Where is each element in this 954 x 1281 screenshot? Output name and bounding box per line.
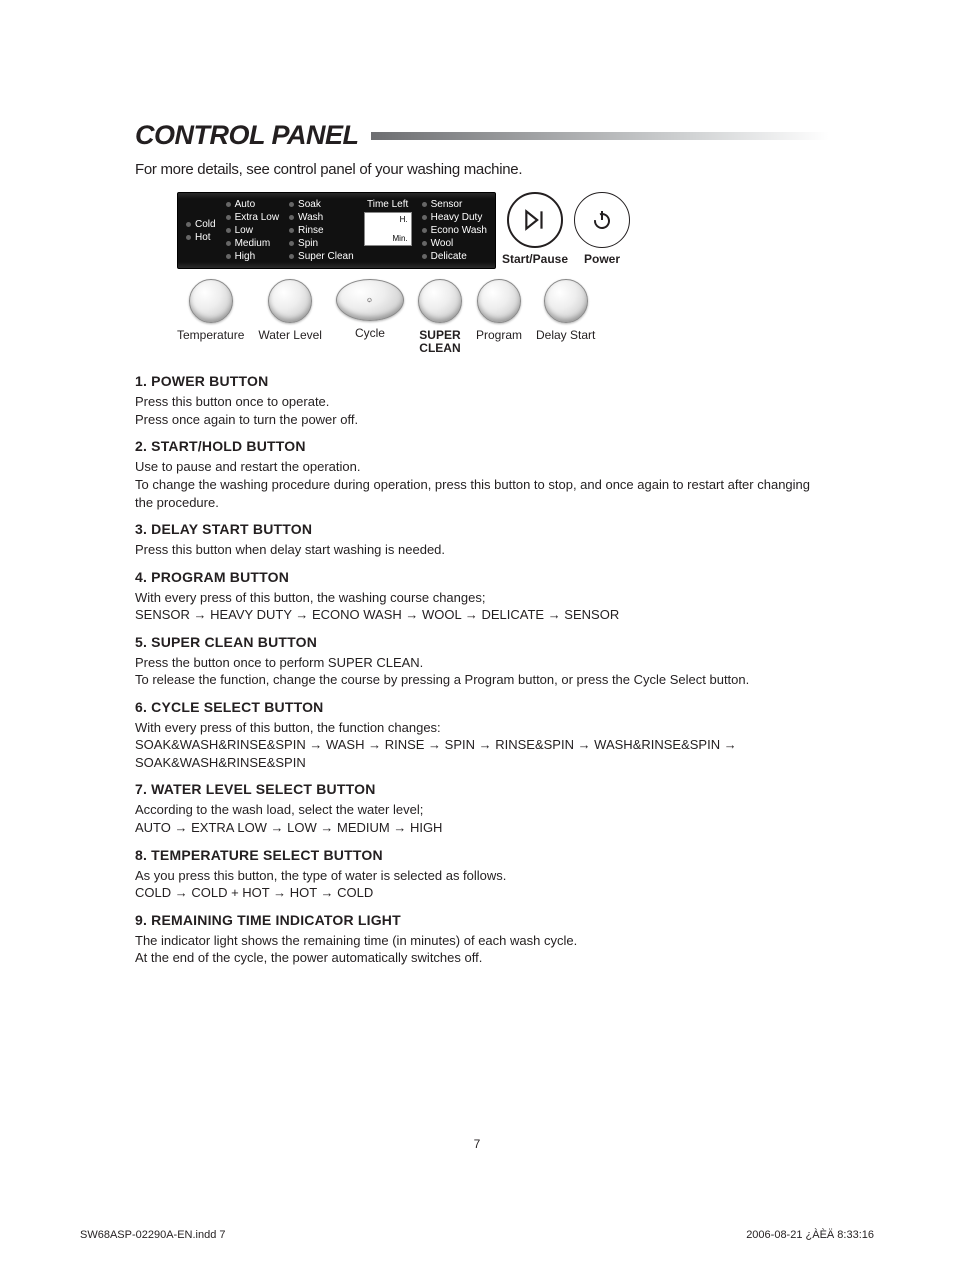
temp-option: Cold	[195, 219, 216, 230]
program-knob[interactable]	[477, 279, 521, 323]
cycle-option: Rinse	[298, 225, 324, 236]
section-heading: 5. SUPER CLEAN BUTTON	[135, 634, 829, 650]
section-sequence: AUTO → EXTRA LOW → LOW → MEDIUM → HIGH	[135, 819, 829, 837]
program-knob-label: Program	[476, 329, 522, 342]
level-option: Low	[235, 225, 253, 236]
cycle-option: Wash	[298, 212, 323, 223]
section-heading: 1. POWER BUTTON	[135, 373, 829, 389]
section-text: As you press this button, the type of wa…	[135, 867, 829, 885]
program-option: Sensor	[431, 199, 463, 210]
section-heading: 4. PROGRAM BUTTON	[135, 569, 829, 585]
page-title: CONTROL PANEL	[135, 120, 359, 151]
section-text: The indicator light shows the remaining …	[135, 932, 829, 967]
timeleft-h: H.	[400, 215, 408, 224]
title-bar	[371, 132, 829, 140]
water-level-knob[interactable]	[268, 279, 312, 323]
section-sequence: SENSOR → HEAVY DUTY → ECONO WASH → WOOL …	[135, 606, 829, 624]
panel-dark-display: Cold Hot Auto Extra Low Low Medium High …	[177, 192, 496, 269]
power-icon	[590, 208, 614, 232]
program-option: Heavy Duty	[431, 212, 483, 223]
level-option: Auto	[235, 199, 256, 210]
subtitle: For more details, see control panel of y…	[135, 161, 829, 178]
timeleft-display: H. Min.	[364, 212, 412, 246]
section-text: With every press of this button, the was…	[135, 589, 829, 607]
timeleft-min: Min.	[393, 234, 408, 243]
super-clean-knob[interactable]	[418, 279, 462, 323]
footer-timestamp: 2006-08-21 ¿ÀÈÄ 8:33:16	[746, 1229, 874, 1241]
section-text: Press this button once to operate. Press…	[135, 393, 829, 428]
footer-file: SW68ASP-02290A-EN.indd 7	[80, 1229, 226, 1241]
temp-option: Hot	[195, 232, 211, 243]
timeleft-label: Time Left	[367, 199, 408, 210]
section-heading: 3. DELAY START BUTTON	[135, 521, 829, 537]
section-text: Press this button when delay start washi…	[135, 541, 829, 559]
level-option: Medium	[235, 238, 271, 249]
section-heading: 9. REMAINING TIME INDICATOR LIGHT	[135, 912, 829, 928]
cycle-knob-label: Cycle	[355, 327, 385, 340]
cycle-option: Spin	[298, 238, 318, 249]
water-level-knob-label: Water Level	[258, 329, 322, 342]
power-label: Power	[584, 252, 620, 266]
section-text: With every press of this button, the fun…	[135, 719, 829, 737]
cycle-knob[interactable]: ☺	[336, 279, 404, 321]
play-pause-icon	[522, 207, 548, 233]
program-option: Delicate	[431, 251, 467, 262]
power-button[interactable]	[574, 192, 630, 248]
start-pause-button[interactable]	[507, 192, 563, 248]
start-pause-label: Start/Pause	[502, 252, 568, 266]
level-option: Extra Low	[235, 212, 279, 223]
section-text: Press the button once to perform SUPER C…	[135, 654, 829, 689]
section-heading: 6. CYCLE SELECT BUTTON	[135, 699, 829, 715]
child-lock-icon: ☺	[366, 296, 374, 304]
page-number: 7	[0, 1137, 954, 1151]
delay-start-knob[interactable]	[544, 279, 588, 323]
cycle-option: Soak	[298, 199, 321, 210]
section-heading: 8. TEMPERATURE SELECT BUTTON	[135, 847, 829, 863]
delay-start-knob-label: Delay Start	[536, 329, 595, 342]
control-panel-diagram: Cold Hot Auto Extra Low Low Medium High …	[177, 192, 787, 355]
program-option: Wool	[431, 238, 454, 249]
program-option: Econo Wash	[431, 225, 487, 236]
temperature-knob-label: Temperature	[177, 329, 244, 342]
section-sequence: COLD → COLD + HOT → HOT → COLD	[135, 884, 829, 902]
super-clean-knob-label: SUPERCLEAN	[419, 329, 460, 355]
section-heading: 2. START/HOLD BUTTON	[135, 438, 829, 454]
temperature-knob[interactable]	[189, 279, 233, 323]
section-text: Use to pause and restart the operation. …	[135, 458, 829, 511]
section-text: According to the wash load, select the w…	[135, 801, 829, 819]
cycle-option: Super Clean	[298, 251, 354, 262]
section-sequence: SOAK&WASH&RINSE&SPIN → WASH → RINSE → SP…	[135, 736, 829, 771]
section-heading: 7. WATER LEVEL SELECT BUTTON	[135, 781, 829, 797]
level-option: High	[235, 251, 256, 262]
